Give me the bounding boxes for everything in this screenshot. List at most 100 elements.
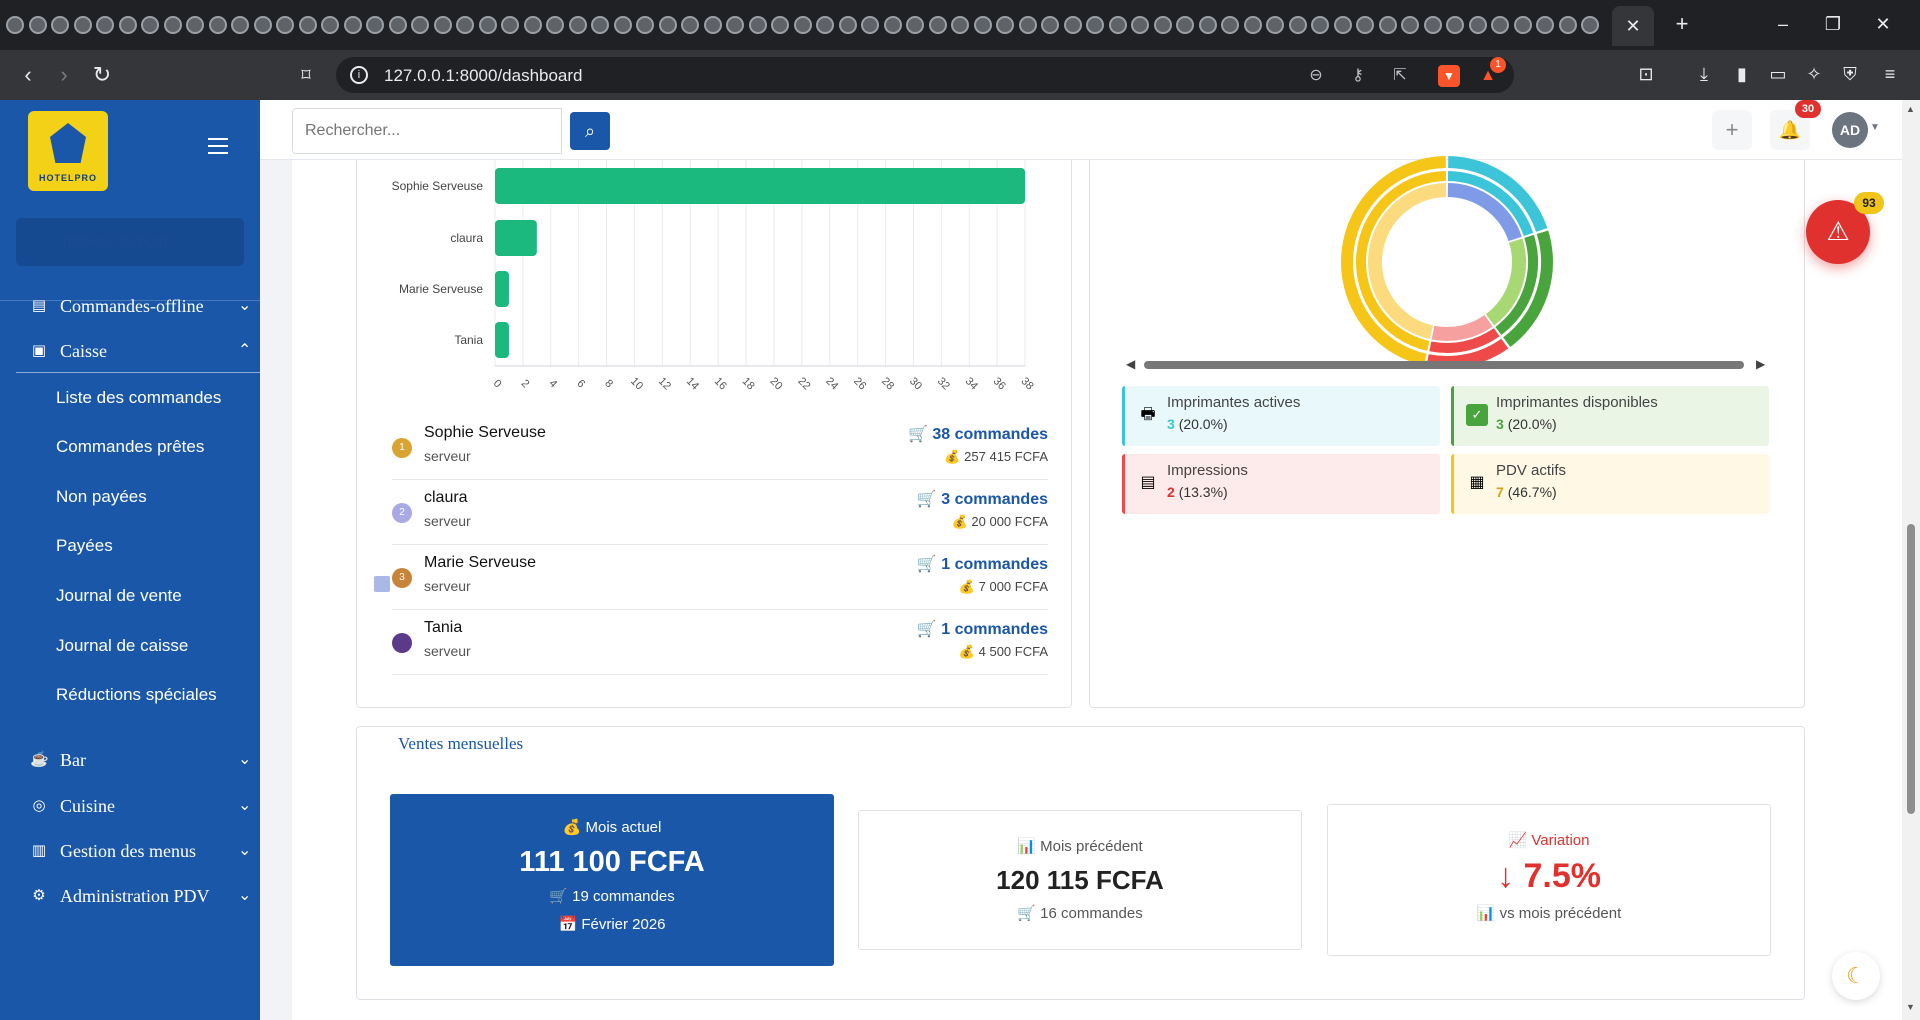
tab-favicon[interactable] — [366, 16, 384, 34]
legend-item[interactable]: ▦ PDV actifs 7 (46.7%) — [1451, 454, 1769, 514]
download-icon[interactable]: ⤓ — [1700, 64, 1708, 84]
active-tab-close-button[interactable]: ✕ — [1612, 6, 1654, 46]
tab-favicon[interactable] — [658, 16, 677, 34]
bookmark-icon[interactable]: ⌑ — [301, 65, 311, 85]
sidebar-item-commandes-offline[interactable]: ▤ Commandes-offline ⌄ — [0, 288, 260, 324]
add-button[interactable]: + — [1712, 110, 1752, 150]
tab-favicon[interactable] — [96, 16, 114, 34]
hamburger-menu-icon[interactable] — [208, 138, 228, 154]
scroll-left-icon[interactable]: ◀ — [1126, 357, 1136, 371]
tab-favicon[interactable] — [276, 16, 294, 34]
tab-favicon[interactable] — [28, 16, 47, 34]
tab-favicon[interactable] — [1108, 16, 1127, 34]
tab-favicon[interactable] — [321, 16, 339, 34]
tab-favicon[interactable] — [298, 16, 317, 34]
tab-favicon[interactable] — [523, 16, 542, 34]
tab-favicon[interactable] — [118, 16, 137, 34]
search-input[interactable] — [292, 108, 562, 154]
tab-favicon[interactable] — [1423, 16, 1442, 34]
tab-favicon[interactable] — [1311, 16, 1329, 34]
ranking-row[interactable]: 2 claura serveur 🛒 3 commandes 💰 20 000 FCFA — [392, 481, 1048, 545]
tab-favicon[interactable] — [838, 16, 857, 34]
tab-favicon[interactable] — [1468, 16, 1487, 34]
tab-favicon[interactable] — [681, 16, 699, 34]
ranking-row[interactable]: Tania serveur 🛒 1 commandes 💰 4 500 FCFA — [392, 611, 1048, 675]
tab-favicon[interactable] — [501, 16, 519, 34]
tab-favicon[interactable] — [748, 16, 767, 34]
tab-favicon[interactable] — [703, 16, 722, 34]
forward-arrow-icon[interactable]: › — [60, 62, 68, 87]
wallet-icon[interactable]: ▭ — [1769, 64, 1787, 84]
browser-menu-icon[interactable]: ≡ — [1884, 64, 1896, 84]
legend-horizontal-scrollbar[interactable]: ◀ ▶ — [1122, 357, 1766, 373]
sidebar-subitem-commandes-pretes[interactable]: Commandes prêtes — [56, 437, 205, 456]
tab-favicon[interactable] — [73, 16, 92, 34]
reader-mode-icon[interactable]: ⊡ — [1638, 64, 1654, 84]
tab-favicon[interactable] — [951, 16, 969, 34]
dark-mode-toggle[interactable]: ☾ — [1832, 952, 1880, 1000]
leo-ai-icon[interactable]: ✧ — [1806, 64, 1822, 84]
search-button[interactable]: ⌕ — [570, 112, 610, 150]
tab-favicon[interactable] — [636, 16, 654, 34]
tab-favicon[interactable] — [186, 16, 204, 34]
tab-favicon[interactable] — [1378, 16, 1397, 34]
tab-favicon[interactable] — [973, 16, 992, 34]
tab-favicon[interactable] — [1131, 16, 1149, 34]
scroll-up-icon[interactable]: ▲ — [1906, 104, 1915, 114]
tab-favicon[interactable] — [1198, 16, 1217, 34]
sidebar-subitem-journal-caisse[interactable]: Journal de caisse — [56, 636, 189, 655]
tab-favicon[interactable] — [411, 16, 429, 34]
tab-favicon[interactable] — [51, 16, 69, 34]
tab-favicon[interactable] — [996, 16, 1014, 34]
restore-window-button[interactable]: ❐ — [1824, 14, 1842, 34]
tab-favicon[interactable] — [231, 16, 249, 34]
sidebar-dashboard-link[interactable]: Tableau de bord — [16, 218, 244, 266]
zoom-out-icon[interactable]: ⊖ — [1309, 67, 1323, 84]
tab-favicon[interactable] — [883, 16, 902, 34]
tab-favicon[interactable] — [1446, 16, 1464, 34]
tab-favicon[interactable] — [1176, 16, 1194, 34]
sidebar-subitem-payees[interactable]: Payées — [56, 536, 113, 555]
tab-favicon[interactable] — [388, 16, 407, 34]
back-arrow-icon[interactable]: ‹ — [24, 62, 32, 87]
tab-favicon[interactable] — [1513, 16, 1532, 34]
sidebar-subitem-reductions-speciales[interactable]: Réductions spéciales — [56, 685, 217, 704]
scroll-down-icon[interactable]: ▼ — [1906, 1002, 1915, 1012]
tab-favicon[interactable] — [1018, 16, 1037, 34]
tab-favicon[interactable] — [1063, 16, 1082, 34]
tab-favicon[interactable] — [1041, 16, 1059, 34]
ranking-row[interactable]: 3 Marie Serveuse serveur 🛒 1 commandes 💰 7 0… — [392, 546, 1048, 610]
site-info-icon[interactable]: i — [350, 66, 368, 84]
sidebar-item-administration-pdv[interactable]: ⚙ Administration PDV ⌄ — [0, 878, 260, 914]
tab-favicon[interactable] — [928, 16, 947, 34]
brave-shields-icon[interactable]: ▼ — [1438, 65, 1460, 87]
sidebar-item-cuisine[interactable]: ◎ Cuisine ⌄ — [0, 788, 260, 824]
user-avatar[interactable]: AD — [1832, 112, 1868, 148]
tab-favicon[interactable] — [861, 16, 879, 34]
tab-favicon[interactable] — [906, 16, 924, 34]
sidebar-subitem-journal-vente[interactable]: Journal de vente — [56, 586, 182, 605]
hotelpro-logo[interactable]: HOTELPRO — [28, 111, 108, 191]
tab-favicon[interactable] — [1288, 16, 1307, 34]
scroll-right-icon[interactable]: ▶ — [1756, 357, 1766, 371]
ranking-row[interactable]: 1 Sophie Serveuse serveur 🛒 38 commandes 💰 2… — [392, 416, 1048, 480]
tab-favicon[interactable] — [433, 16, 452, 34]
tab-favicon[interactable] — [771, 16, 789, 34]
tab-favicon[interactable] — [793, 16, 812, 34]
page-scrollbar-thumb[interactable] — [1907, 524, 1915, 814]
tab-favicon[interactable] — [1581, 16, 1599, 34]
minimize-window-button[interactable]: – — [1777, 14, 1788, 34]
tab-favicon[interactable] — [591, 16, 609, 34]
tab-favicon[interactable] — [478, 16, 497, 34]
tab-favicon[interactable] — [253, 16, 272, 34]
tab-favicon[interactable] — [1221, 16, 1239, 34]
brave-rewards-icon[interactable]: ▲ — [1480, 67, 1496, 84]
new-tab-button[interactable]: + — [1675, 11, 1689, 36]
tab-favicon[interactable] — [1536, 16, 1554, 34]
reload-icon[interactable]: ↻ — [92, 62, 112, 87]
legend-item[interactable]: 🖶 Imprimantes actives 3 (20.0%) — [1122, 386, 1440, 446]
tab-favicon[interactable] — [343, 16, 362, 34]
tab-favicon[interactable] — [1333, 16, 1352, 34]
tab-favicon[interactable] — [1558, 16, 1577, 34]
key-icon[interactable]: ⚷ — [1352, 67, 1364, 84]
